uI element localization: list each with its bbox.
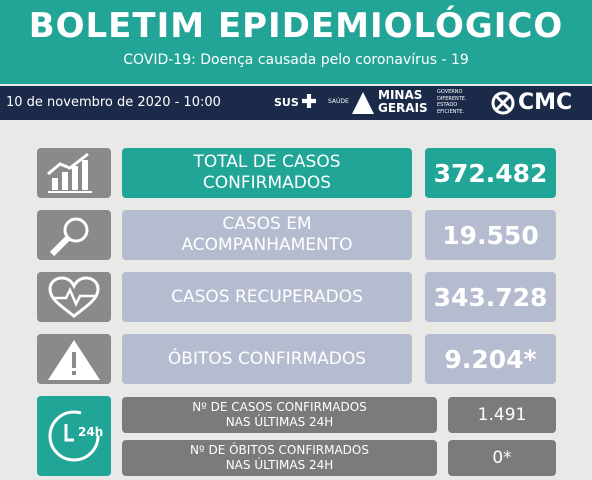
label-line: CONFIRMADOS bbox=[202, 173, 332, 193]
icon bbox=[48, 340, 100, 380]
daily-value: 0* bbox=[448, 440, 556, 476]
row-label: TOTAL DE CASOS CONFIRMADOS bbox=[122, 148, 412, 198]
logo-line: EFICIENTE. bbox=[437, 108, 465, 115]
logo-line: ESTADO bbox=[437, 102, 458, 108]
icon bbox=[47, 152, 92, 193]
icon-box bbox=[37, 148, 111, 198]
icon bbox=[48, 276, 100, 318]
date: 10 de novembro de 2020 - 10:00 bbox=[6, 95, 221, 110]
sus-logo: SUS bbox=[274, 96, 299, 109]
label-line: TOTAL DE CASOS bbox=[193, 152, 341, 172]
icon bbox=[49, 217, 89, 257]
icon-box bbox=[37, 272, 111, 322]
label-line: Nº DE ÓBITOS CONFIRMADOS bbox=[190, 443, 369, 457]
row-value: 9.204* bbox=[425, 334, 556, 384]
row-value: 372.482 bbox=[425, 148, 556, 198]
row-label: CASOS RECUPERADOS bbox=[122, 272, 412, 322]
cross-icon bbox=[302, 94, 316, 108]
logo-line: GOVERNO bbox=[437, 89, 463, 95]
label-line: Nº DE CASOS CONFIRMADOS bbox=[192, 400, 367, 414]
row-value: 19.550 bbox=[425, 210, 556, 260]
label-line: CASOS EM bbox=[222, 214, 312, 234]
row-value: 343.728 bbox=[425, 272, 556, 322]
info-bar: 10 de novembro de 2020 - 10:00 SUS SAÚDE… bbox=[0, 86, 592, 120]
daily-label: Nº DE CASOS CONFIRMADOS NAS ÚLTIMAS 24H bbox=[122, 397, 437, 433]
saude-logo: SAÚDE bbox=[328, 98, 349, 105]
label-line: NAS ÚLTIMAS 24H bbox=[225, 415, 334, 429]
row-label: CASOS EM ACOMPANHAMENTO bbox=[122, 210, 412, 260]
icon-box bbox=[37, 210, 111, 260]
label-line: NAS ÚLTIMAS 24H bbox=[225, 458, 334, 472]
row-label: ÓBITOS CONFIRMADOS bbox=[122, 334, 412, 384]
header: BOLETIM EPIDEMIOLÓGICO COVID-19: Doença … bbox=[0, 0, 592, 84]
minas-icon bbox=[352, 92, 374, 114]
icon-box: 24h bbox=[37, 396, 111, 476]
icon-box bbox=[37, 334, 111, 384]
daily-value: 1.491 bbox=[448, 397, 556, 433]
title: BOLETIM EPIDEMIOLÓGICO bbox=[28, 6, 564, 46]
governo-logo: GOVERNO DIFERENTE. ESTADO EFICIENTE. bbox=[437, 89, 467, 115]
minas-logo: MINAS GERAIS bbox=[378, 89, 428, 115]
logo-line: DIFERENTE. bbox=[437, 95, 467, 102]
logo-line: MINAS bbox=[378, 88, 423, 102]
label-line: ACOMPANHAMENTO bbox=[181, 235, 353, 255]
label-line: CASOS RECUPERADOS bbox=[171, 286, 363, 307]
cmc-logo: CMC bbox=[518, 90, 573, 115]
cmc-icon bbox=[491, 91, 515, 115]
logo-line: GERAIS bbox=[378, 101, 428, 115]
subtitle: COVID-19: Doença causada pelo coronavíru… bbox=[123, 52, 469, 68]
daily-label: Nº DE ÓBITOS CONFIRMADOS NAS ÚLTIMAS 24H bbox=[122, 440, 437, 476]
svg-text:24h: 24h bbox=[78, 425, 103, 439]
clock-icon: 24h bbox=[48, 410, 103, 462]
label-line: ÓBITOS CONFIRMADOS bbox=[167, 348, 367, 369]
